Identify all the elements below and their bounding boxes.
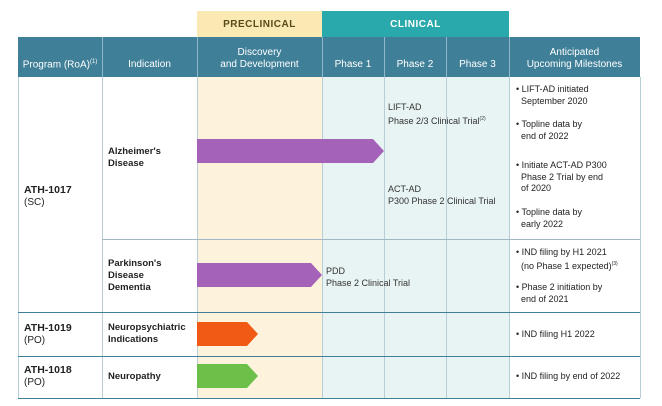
progress-arrow-neuropathy — [197, 364, 258, 388]
grid-line — [446, 77, 447, 398]
program-ath-1019: ATH-1019 (PO) — [24, 322, 72, 346]
clinical-column — [322, 77, 509, 398]
milestone-item: • LIFT-AD initiated September 2020 — [516, 84, 589, 106]
header-divider — [446, 37, 447, 77]
header-divider — [197, 37, 198, 77]
grid-line — [322, 77, 323, 398]
program-ath-1017: ATH-1017 (SC) — [24, 184, 72, 208]
milestone-item: • Initiate ACT-AD P300 Phase 2 Trial by … — [516, 160, 607, 193]
indication-parkinsons: Parkinson's Disease Dementia — [108, 258, 162, 293]
grid-line — [18, 77, 19, 398]
milestone-item: • IND filing H1 2022 — [516, 329, 595, 339]
trial-lift-ad: LIFT-AD Phase 2/3 Clinical Trial(2) — [388, 102, 486, 126]
program-ath-1018: ATH-1018 (PO) — [24, 364, 72, 388]
progress-arrow-alzheimers — [197, 139, 384, 163]
trial-pdd: PDD Phase 2 Clinical Trial — [326, 266, 411, 288]
row-separator — [102, 239, 640, 240]
stage-clinical: CLINICAL — [322, 11, 509, 37]
header-divider — [102, 37, 103, 77]
progress-arrow-parkinsons — [197, 263, 322, 287]
indication-neuropathy: Neuropathy — [108, 371, 161, 382]
grid-line — [197, 77, 198, 398]
row-separator — [18, 356, 640, 357]
milestone-item: • Phase 2 initiation by end of 2021 — [516, 282, 603, 304]
header-indication: Indication — [128, 59, 171, 70]
progress-arrow-neuropsychiatric — [197, 322, 258, 346]
milestone-item: • IND filing by end of 2022 — [516, 371, 621, 381]
header-milestones: Anticipated Upcoming Milestones — [526, 47, 623, 70]
header-phase3: Phase 3 — [459, 59, 496, 70]
table-header — [18, 37, 640, 77]
preclinical-column — [197, 77, 322, 398]
grid-line — [102, 77, 103, 398]
trial-act-ad: ACT-AD P300 Phase 2 Clinical Trial — [388, 184, 496, 206]
milestone-item: • Topline data by early 2022 — [516, 207, 583, 229]
grid-line — [384, 77, 385, 398]
header-phase1: Phase 1 — [334, 59, 372, 70]
milestone-item: • Topline data by end of 2022 — [516, 119, 583, 141]
grid-line — [509, 77, 510, 398]
milestone-item: • IND filing by H1 2021 (no Phase 1 expe… — [516, 247, 618, 271]
header-divider — [384, 37, 385, 77]
row-separator — [18, 312, 640, 313]
indication-alzheimers: Alzheimer's Disease — [108, 146, 161, 169]
header-divider — [322, 37, 323, 77]
header-divider — [509, 37, 510, 77]
grid-line — [640, 77, 641, 398]
indication-neuropsychiatric: Neuropsychiatric Indications — [108, 322, 186, 345]
header-phase2: Phase 2 — [396, 59, 434, 70]
row-separator — [18, 398, 640, 399]
header-program: Program (RoA)(1) — [22, 58, 98, 70]
stage-preclinical: PRECLINICAL — [197, 11, 322, 37]
header-discovery: Discovery and Development — [220, 47, 299, 70]
